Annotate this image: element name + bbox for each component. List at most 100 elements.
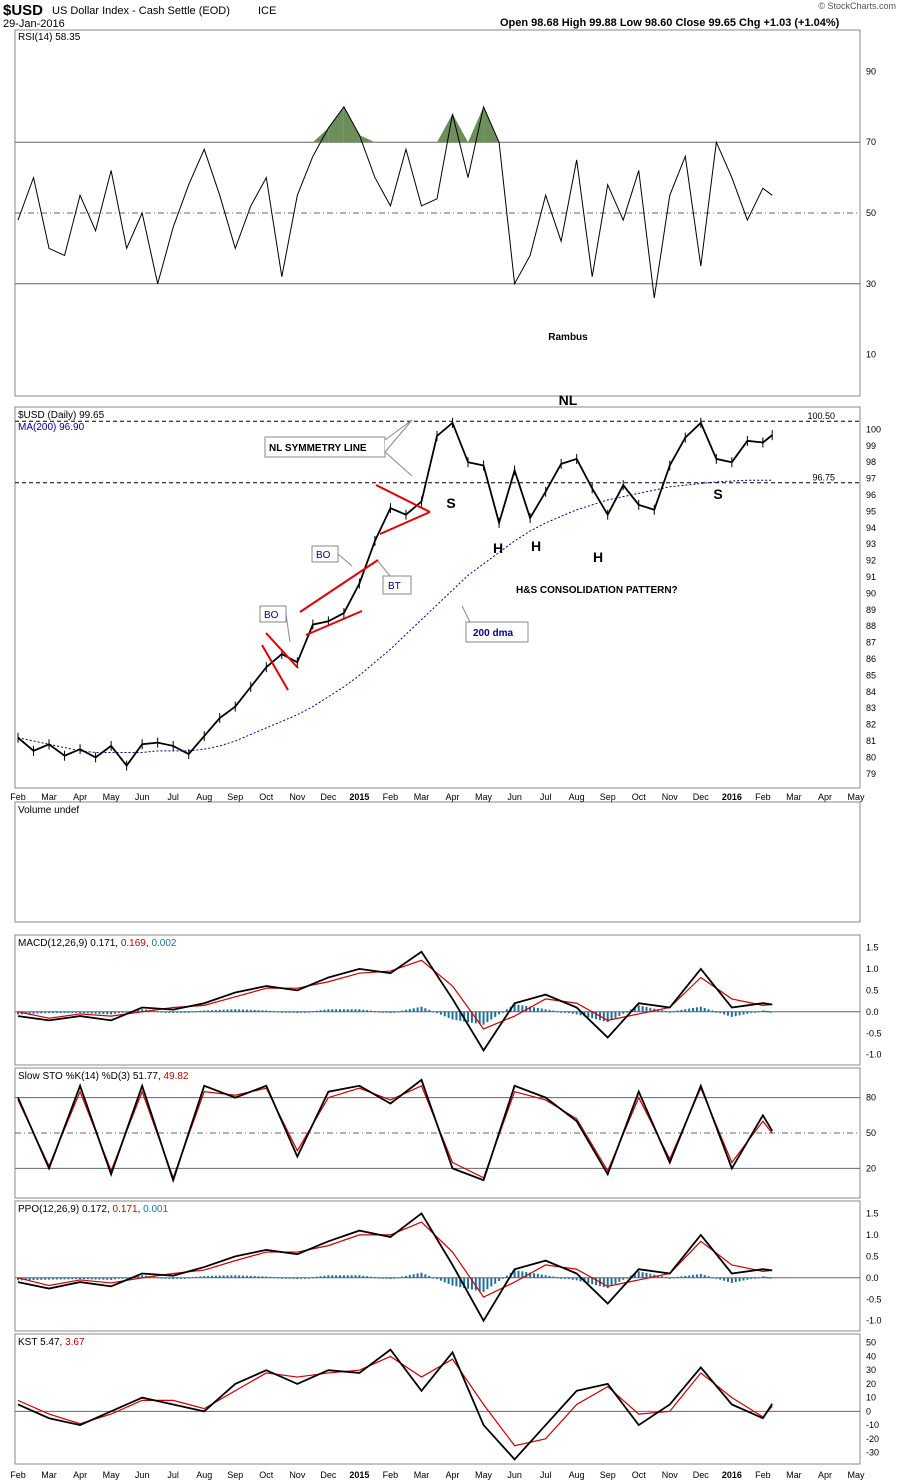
ppo-histogram-bar (723, 1277, 726, 1281)
macd-histogram-bar (121, 1011, 124, 1013)
x-axis-label: Aug (569, 792, 585, 802)
macd-histogram-bar (412, 1008, 415, 1012)
annotation-head-1: H (493, 540, 503, 556)
macd-histogram-bar (327, 1009, 330, 1012)
macd-histogram-bar (176, 1011, 179, 1013)
macd-histogram-bar (377, 1011, 380, 1013)
x-axis-label: May (103, 792, 121, 802)
ppo-histogram-bar (331, 1275, 334, 1278)
ppo-histogram-bar (300, 1277, 303, 1279)
x-axis-label: Aug (196, 792, 212, 802)
macd-histogram-bar (768, 1011, 771, 1013)
ppo-histogram-bar (688, 1275, 691, 1278)
ppo-histogram-bar (284, 1277, 287, 1279)
macd-histogram-bar (478, 1011, 481, 1025)
kst-main-line (17, 1348, 773, 1461)
ppo-histogram-bar (362, 1275, 365, 1278)
ppo-histogram-bar (226, 1275, 229, 1278)
ppo-histogram-bar (48, 1277, 51, 1280)
ppo-histogram-bar (766, 1277, 769, 1279)
macd-histogram-bar (191, 1011, 194, 1013)
macd-histogram-bar (280, 1011, 283, 1013)
ppo-histogram-bar (245, 1275, 248, 1278)
ppo-histogram-bar (730, 1277, 733, 1283)
x-axis-label: Oct (259, 792, 274, 802)
macd-histogram-bar (214, 1010, 217, 1012)
price-annotations: NL NL SYMMETRY LINE S H H H S BO BO BT H… (259, 392, 723, 691)
ppo-y-tick: 0.5 (866, 1251, 879, 1261)
annotation-callout-200dma (461, 605, 471, 623)
slow_sto-y-tick: 20 (866, 1163, 876, 1173)
ppo-histogram-bar (121, 1277, 124, 1279)
ppo-histogram-bar (432, 1277, 435, 1279)
ppo-histogram-bar (447, 1277, 450, 1284)
ppo-histogram-bar (420, 1272, 423, 1278)
x-axis-label: May (475, 792, 493, 802)
ppo-histogram-bar (253, 1276, 256, 1278)
x-axis-label: Mar (786, 792, 802, 802)
x-axis-label: Feb (10, 792, 26, 802)
ppo-histogram-bar (424, 1274, 427, 1278)
macd-histogram-bar (79, 1011, 82, 1014)
ppo-histogram-bar (401, 1276, 404, 1278)
macd-histogram-bar (764, 1010, 767, 1012)
macd-histogram-bar (738, 1011, 741, 1016)
price-y-tick: 99 (866, 441, 876, 451)
kst-panel (14, 1333, 861, 1465)
ma-200-line (17, 479, 773, 753)
ppo-histogram-bar (536, 1273, 539, 1278)
ppo-histogram-bar (443, 1277, 446, 1283)
x-axis-label: Jun (507, 792, 522, 802)
macd-histogram-bar (505, 1009, 508, 1012)
ppo-histogram-bar (560, 1277, 563, 1279)
ppo-histogram-bar (672, 1277, 675, 1279)
macd-histogram-bar (152, 1010, 155, 1012)
macd-histogram-bar (276, 1011, 279, 1013)
ppo-histogram-bar (408, 1275, 411, 1278)
exchange-label: ICE (258, 5, 276, 17)
macd-histogram-bar (649, 1007, 652, 1012)
macd-histogram-bar (567, 1011, 570, 1014)
ppo-histogram-bar (521, 1271, 524, 1278)
ppo-histogram-bar (767, 1277, 770, 1279)
macd-histogram-bar (238, 1009, 241, 1012)
macd-histogram-bar (536, 1007, 539, 1012)
x-axis-label: 2015 (349, 792, 369, 802)
macd-histogram-bar (40, 1011, 43, 1014)
macd-histogram-bar (230, 1009, 233, 1012)
ppo-histogram-bar (711, 1277, 714, 1279)
ppo-histogram-bar (556, 1277, 559, 1279)
macd-histogram-bar (307, 1011, 310, 1013)
macd-histogram-bar (113, 1011, 116, 1014)
ppo-histogram-bar (17, 1277, 19, 1281)
ppo-histogram-bar (750, 1277, 753, 1279)
price-y-tick: 90 (866, 588, 876, 598)
ppo-histogram-bar (199, 1276, 202, 1278)
ppo-histogram-bar (668, 1277, 671, 1279)
slow_sto-y-tick: 50 (866, 1128, 876, 1138)
trendline-flag-1a (265, 632, 299, 669)
macd-histogram-bar (261, 1010, 264, 1012)
macd-histogram-bar (726, 1011, 729, 1016)
ppo-histogram-bar (626, 1277, 629, 1279)
macd-histogram-bar (210, 1010, 213, 1012)
ppo-histogram-bar (404, 1275, 407, 1278)
macd-histogram-bar (668, 1011, 671, 1013)
x-axis-label: Mar (414, 1470, 430, 1480)
ppo-histogram-bar (117, 1277, 120, 1279)
price-y-tick: 84 (866, 687, 876, 697)
macd-histogram-bar (183, 1011, 186, 1013)
ppo-histogram-bar (370, 1276, 373, 1278)
macd-histogram-bar (156, 1011, 159, 1013)
ppo-histogram-bar (210, 1275, 213, 1278)
ppo-histogram-bar (754, 1277, 757, 1279)
macd-histogram-bar (75, 1011, 78, 1014)
macd-histogram-bar (614, 1011, 617, 1018)
price-y-tick: 89 (866, 605, 876, 615)
macd-histogram-bar (358, 1009, 361, 1012)
macd-histogram-bar (606, 1011, 609, 1023)
ppo-histogram-bar (183, 1277, 186, 1279)
price-y-tick: 85 (866, 670, 876, 680)
macd-histogram-bar (641, 1006, 644, 1012)
macd-histogram-bar (226, 1009, 229, 1012)
